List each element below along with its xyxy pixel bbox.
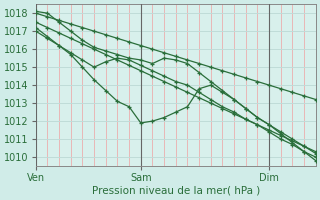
X-axis label: Pression niveau de la mer( hPa ): Pression niveau de la mer( hPa ) <box>92 186 260 196</box>
